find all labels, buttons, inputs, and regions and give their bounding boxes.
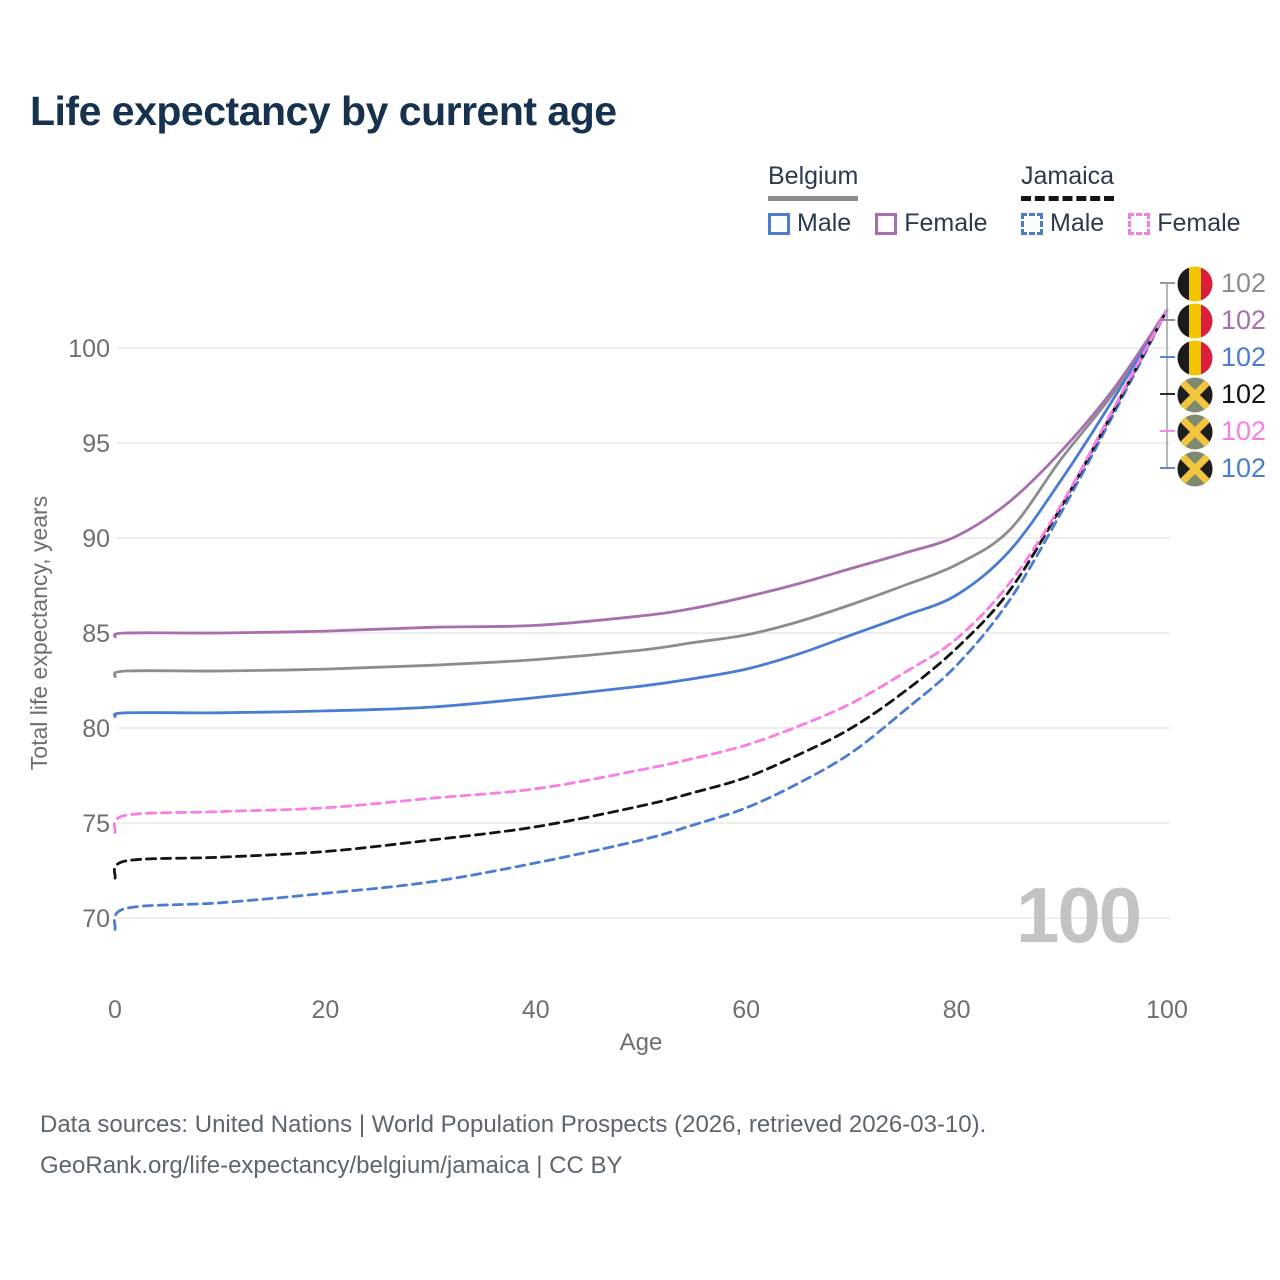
x-tick-label: 100 [1146, 996, 1188, 1024]
legend-country-belgium[interactable]: Belgium [768, 162, 859, 201]
y-axis-title: Total life expectancy, years [26, 496, 52, 770]
series-line-jamaica-male [112, 308, 1169, 931]
legend-item-label: Female [1157, 209, 1241, 237]
jamaica-flag-icon [1177, 451, 1213, 486]
dashed-line-swatch-icon [1128, 212, 1151, 235]
belgium-flag-icon [1177, 303, 1213, 338]
footer-license-line: GeoRank.org/life-expectancy/belgium/jama… [40, 1152, 623, 1179]
legend-items-jamaica: Male Female [1021, 209, 1241, 238]
dashed-line-swatch-icon [1021, 212, 1043, 235]
x-tick-label: 20 [311, 996, 339, 1024]
page-title: Life expectancy by current age [30, 88, 617, 134]
legend-item-jamaica-female[interactable]: Female [1128, 209, 1241, 238]
y-tick-label: 80 [82, 715, 110, 743]
y-tick-label: 95 [82, 430, 110, 458]
x-tick-label: 40 [522, 996, 550, 1024]
callout-row: 102 [1177, 413, 1266, 450]
legend-item-label: Female [904, 209, 988, 237]
callout-row: 102 [1177, 450, 1266, 487]
callout-value: 102 [1221, 268, 1267, 298]
legend-item-belgium-female[interactable]: Female [875, 209, 988, 238]
callout-value: 102 [1221, 453, 1267, 483]
y-tick-label: 75 [82, 810, 110, 838]
legend-item-jamaica-male[interactable]: Male [1021, 209, 1104, 238]
callout-value: 102 [1221, 416, 1267, 446]
solid-line-swatch-icon [768, 212, 790, 235]
callout-row: 102 [1177, 265, 1266, 302]
current-age-watermark: 100 [1016, 871, 1142, 959]
y-tick-label: 85 [82, 620, 110, 648]
footer: Data sources: United Nations | World Pop… [40, 1104, 986, 1186]
legend-item-label: Male [797, 209, 852, 237]
series-line-jamaica-female [112, 308, 1169, 834]
legend-item-belgium-male[interactable]: Male [768, 209, 851, 238]
callout-row: 102 [1177, 339, 1266, 376]
y-tick-label: 90 [82, 525, 110, 553]
x-tick-label: 60 [732, 996, 760, 1024]
jamaica-flag-icon [1177, 414, 1213, 449]
series-lines [112, 308, 1169, 931]
callout-value: 102 [1221, 342, 1267, 372]
y-tick-label: 70 [82, 905, 110, 933]
belgium-flag-icon [1177, 266, 1213, 301]
jamaica-flag-icon [1177, 377, 1213, 412]
legend-item-label: Male [1050, 209, 1105, 237]
series-line-jamaica-both-sexes [112, 308, 1169, 880]
legend-country-jamaica[interactable]: Jamaica [1021, 162, 1115, 201]
callout-value: 102 [1221, 379, 1267, 409]
callout-row: 102 [1177, 302, 1266, 339]
x-axis-title: Age [620, 1029, 663, 1056]
solid-line-swatch-icon [875, 212, 898, 235]
series-line-belgium-male [112, 308, 1169, 718]
callout-value: 102 [1221, 305, 1267, 335]
legend-group-belgium: Belgium Male Female [768, 162, 988, 238]
belgium-flag-icon [1177, 340, 1213, 375]
footer-source-line: Data sources: United Nations | World Pop… [40, 1111, 987, 1138]
callout-bracket [1160, 282, 1175, 469]
gridlines: 70 75 80 85 90 95 100 0 20 40 60 80 100 [68, 335, 1188, 1024]
series-line-belgium-female [112, 308, 1169, 639]
callout-row: 102 [1177, 376, 1266, 413]
y-tick-label: 100 [68, 335, 110, 363]
legend-items-belgium: Male Female [768, 209, 988, 238]
legend-group-jamaica: Jamaica Male Female [1021, 162, 1241, 238]
series-line-belgium-both-sexes [112, 308, 1169, 679]
x-tick-label: 0 [108, 996, 122, 1024]
x-tick-label: 80 [943, 996, 971, 1024]
